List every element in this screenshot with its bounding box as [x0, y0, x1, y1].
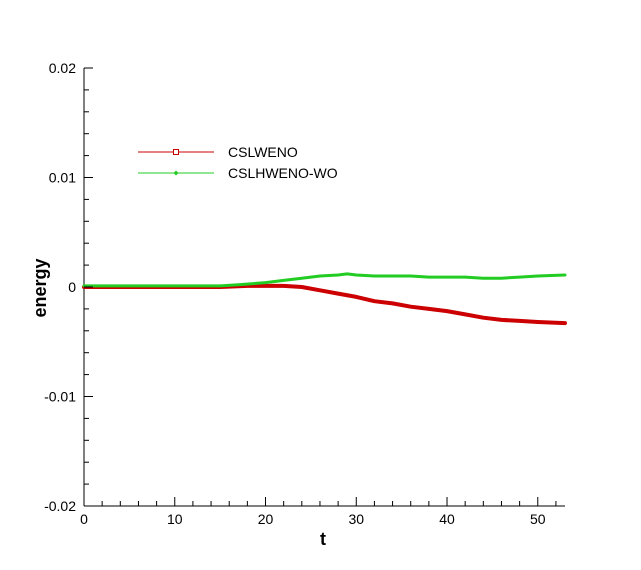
series-line-cslweno	[82, 283, 567, 326]
ticks-layer: 0 10 20 30 40 50 -0.02 -0.01 0 0.01 0.02	[44, 60, 557, 527]
x-tick-label: 30	[348, 511, 364, 527]
series-layer	[82, 272, 567, 326]
y-tick-label: -0.01	[44, 389, 76, 405]
series-line-cslhweno-wo	[82, 272, 567, 288]
x-tick-label: 10	[167, 511, 183, 527]
x-tick-label: 0	[80, 511, 88, 527]
x-tick-label: 20	[258, 511, 274, 527]
y-tick-label: 0.01	[49, 170, 76, 186]
y-axis-title: energy	[30, 258, 50, 317]
x-axis-title: t	[320, 529, 326, 549]
x-tick-label: 40	[439, 511, 455, 527]
x-tick-label: 50	[530, 511, 546, 527]
legend-marker-square	[173, 149, 179, 155]
y-tick-label: 0	[68, 279, 76, 295]
legend-label: CSLWENO	[228, 144, 298, 160]
y-tick-label: -0.02	[44, 498, 76, 514]
legend: CSLWENO CSLHWENO-WO	[138, 144, 338, 181]
legend-label: CSLHWENO-WO	[228, 165, 338, 181]
y-tick-label: 0.02	[49, 60, 76, 76]
legend-marker-diamond	[173, 170, 179, 176]
